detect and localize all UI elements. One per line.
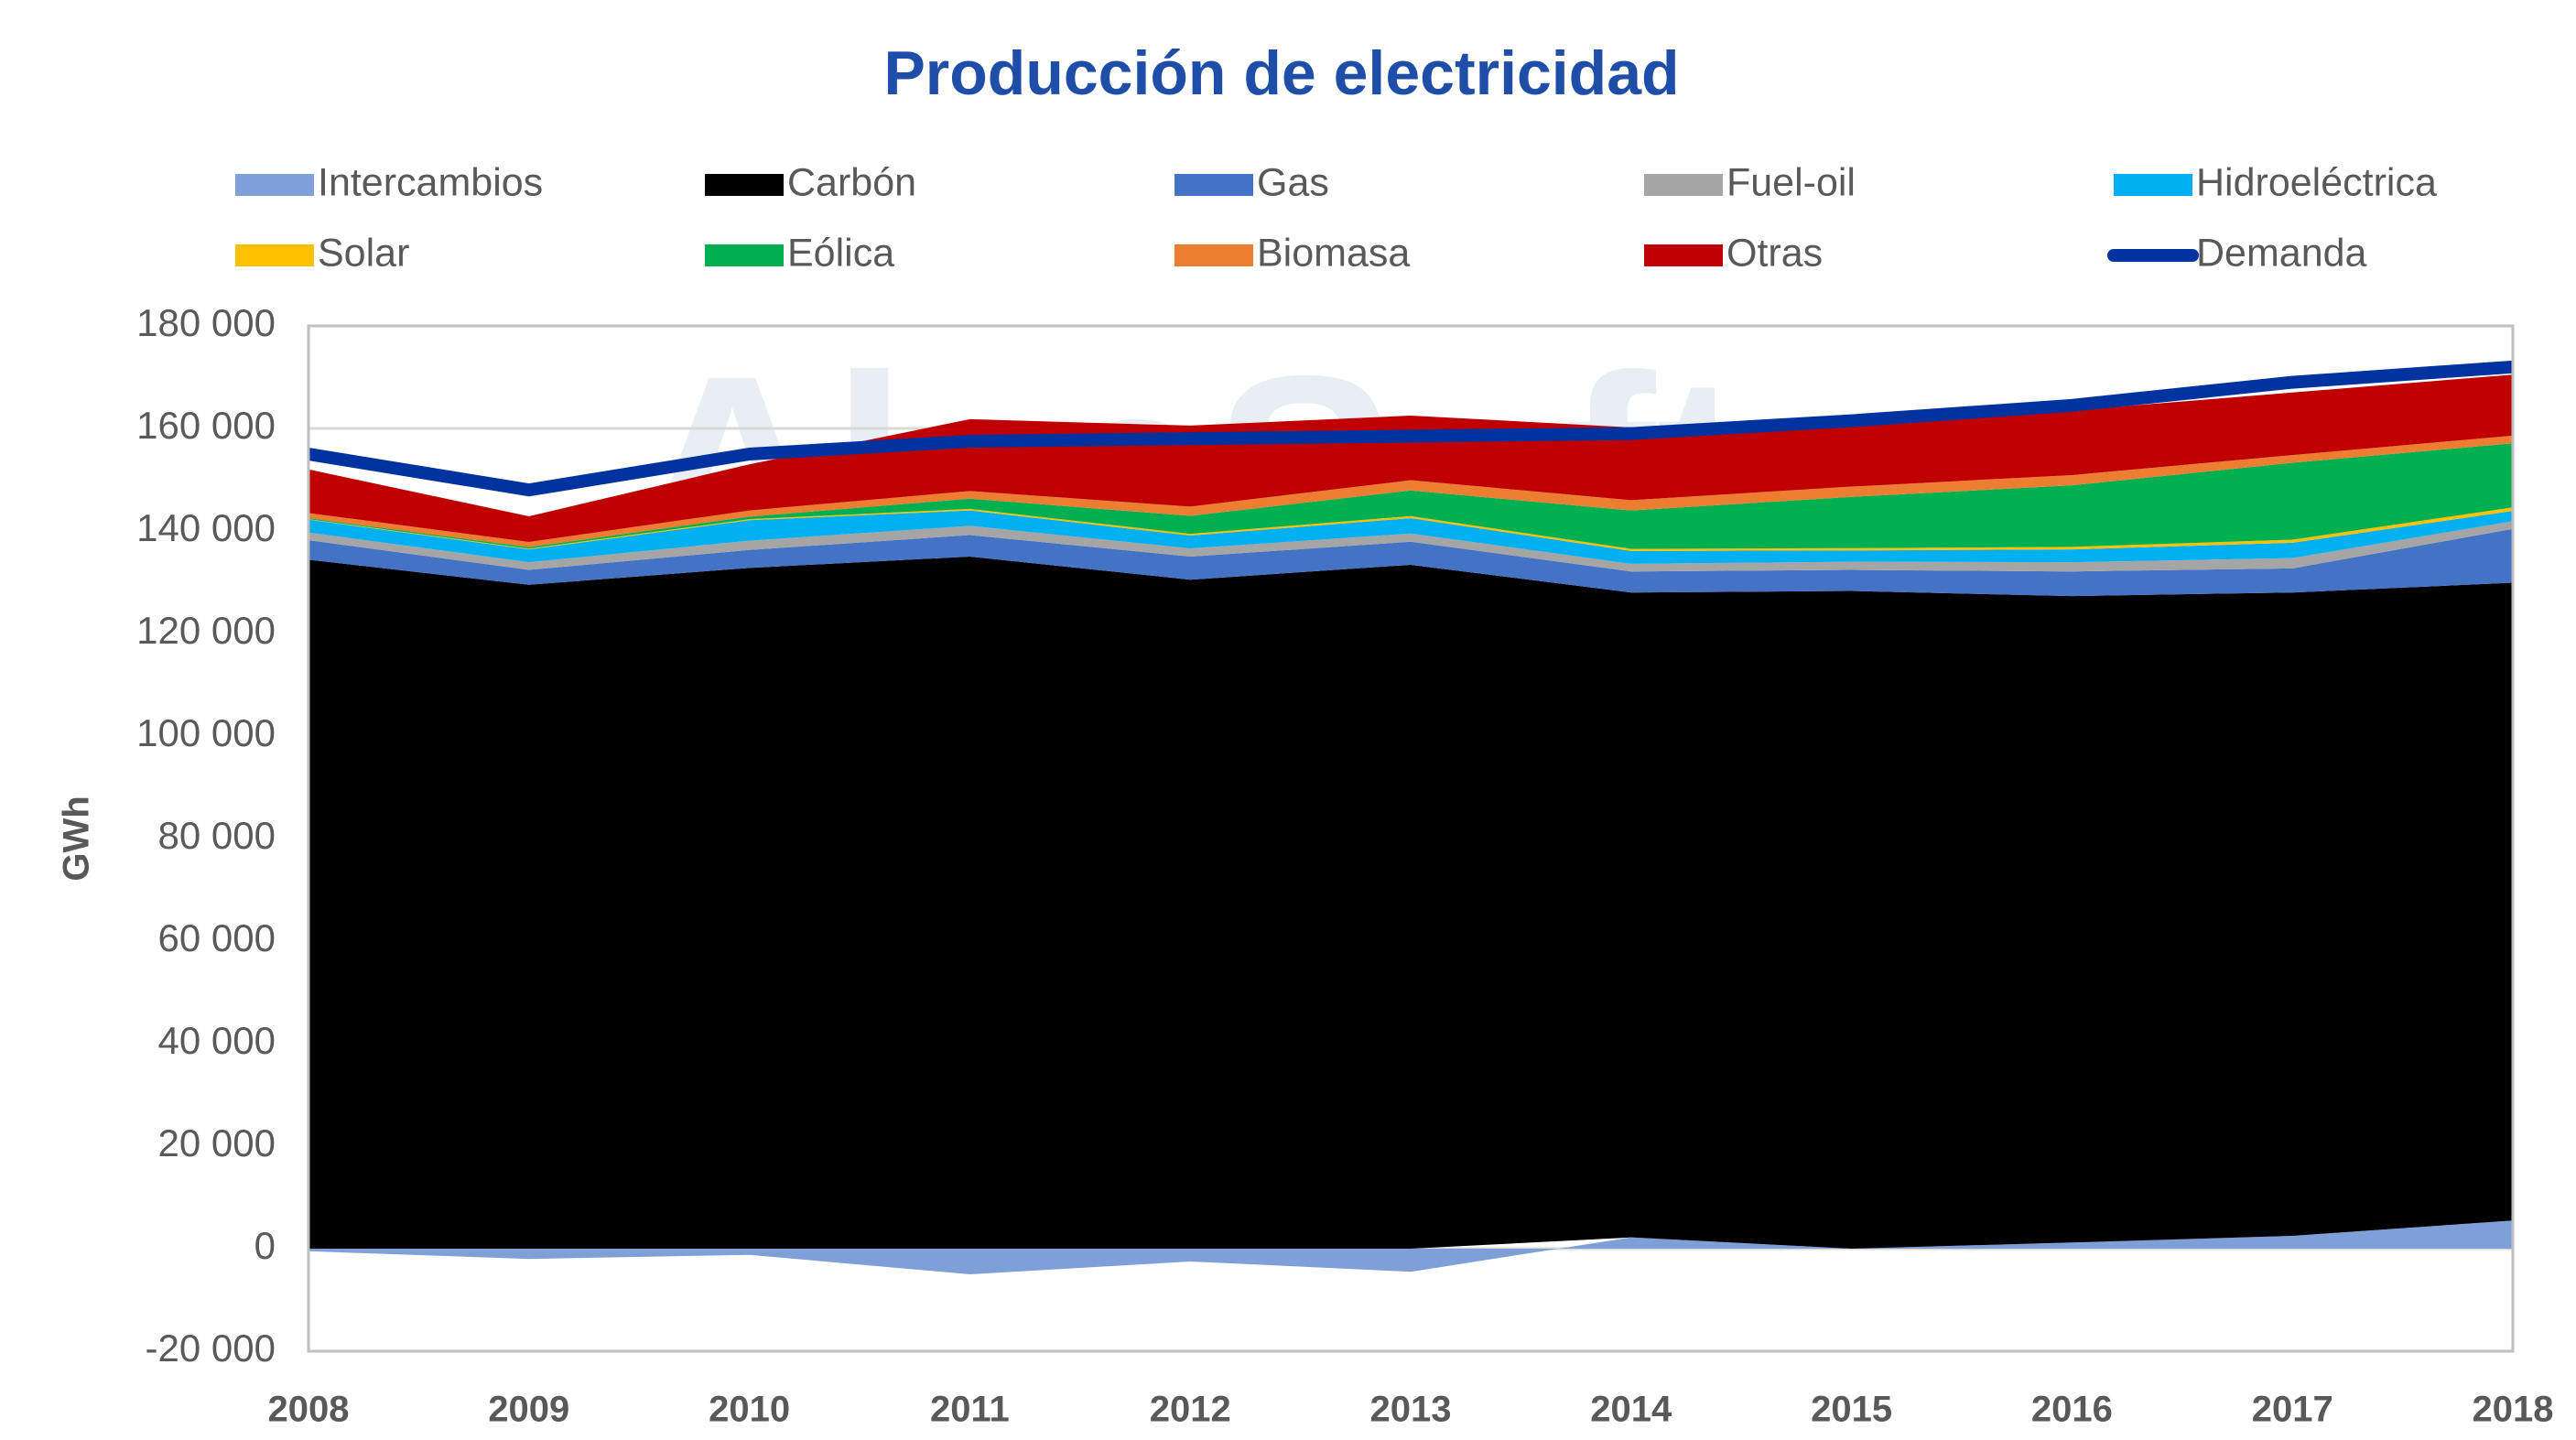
y-tick-label: 40 000 bbox=[158, 1019, 276, 1062]
area bbox=[308, 374, 2513, 543]
y-tick-label: 140 000 bbox=[136, 506, 276, 549]
x-tick-label: 2017 bbox=[2252, 1390, 2333, 1430]
area bbox=[308, 510, 2513, 564]
legend-swatch bbox=[705, 174, 784, 196]
legend-swatch bbox=[235, 244, 314, 266]
x-tick-label: 2008 bbox=[268, 1390, 350, 1430]
legend-swatch bbox=[1174, 174, 1253, 196]
x-tick-label: 2013 bbox=[1370, 1390, 1452, 1430]
area bbox=[308, 557, 2513, 1249]
legend-label: Carbón bbox=[787, 160, 916, 204]
legend-label: Otras bbox=[1726, 231, 1823, 275]
y-tick-label: 100 000 bbox=[136, 711, 276, 754]
x-tick-label: 2016 bbox=[2031, 1390, 2113, 1430]
legend-swatch bbox=[2114, 174, 2192, 196]
legend-label: Biomasa bbox=[1257, 231, 1410, 275]
area bbox=[308, 443, 2513, 549]
area bbox=[308, 521, 2513, 572]
y-tick-label: 60 000 bbox=[158, 916, 276, 959]
x-tick-label: 2012 bbox=[1150, 1390, 1231, 1430]
x-tick-label: 2010 bbox=[709, 1390, 790, 1430]
legend-label: Demanda bbox=[2196, 231, 2367, 275]
legend-swatch bbox=[705, 244, 784, 266]
x-tick-label: 2015 bbox=[1811, 1390, 1892, 1430]
y-tick-label: 180 000 bbox=[136, 301, 276, 344]
x-tick-label: 2018 bbox=[2473, 1390, 2554, 1430]
legend-label: Fuel-oil bbox=[1726, 160, 1856, 204]
y-axis-title: GWh bbox=[57, 796, 97, 881]
y-tick-label: 0 bbox=[254, 1224, 276, 1267]
y-tick-label: 80 000 bbox=[158, 814, 276, 857]
plot-border bbox=[307, 324, 2515, 1353]
y-tick-label: 120 000 bbox=[136, 609, 276, 652]
legend-label: Hidroeléctrica bbox=[2196, 160, 2437, 204]
legend-label: Gas bbox=[1257, 160, 1329, 204]
x-tick-label: 2014 bbox=[1590, 1390, 1672, 1430]
y-tick-label: -20 000 bbox=[146, 1326, 276, 1370]
legend-label: Intercambios bbox=[318, 160, 543, 204]
x-tick-label: 2011 bbox=[930, 1390, 1010, 1430]
area bbox=[308, 528, 2513, 597]
legend-label: Eólica bbox=[787, 231, 894, 275]
legend-swatch bbox=[1174, 244, 1253, 266]
legend-swatch bbox=[1644, 244, 1723, 266]
y-tick-label: 20 000 bbox=[158, 1121, 276, 1164]
area bbox=[308, 1220, 2513, 1274]
legend-swatch bbox=[1644, 174, 1723, 196]
demand-line bbox=[307, 360, 2514, 497]
chart-title: Producción de electricidad bbox=[883, 38, 1679, 108]
legend-label: Solar bbox=[318, 231, 409, 275]
legend-swatch bbox=[235, 174, 314, 196]
x-tick-label: 2009 bbox=[488, 1390, 569, 1430]
y-tick-label: 160 000 bbox=[136, 404, 276, 447]
